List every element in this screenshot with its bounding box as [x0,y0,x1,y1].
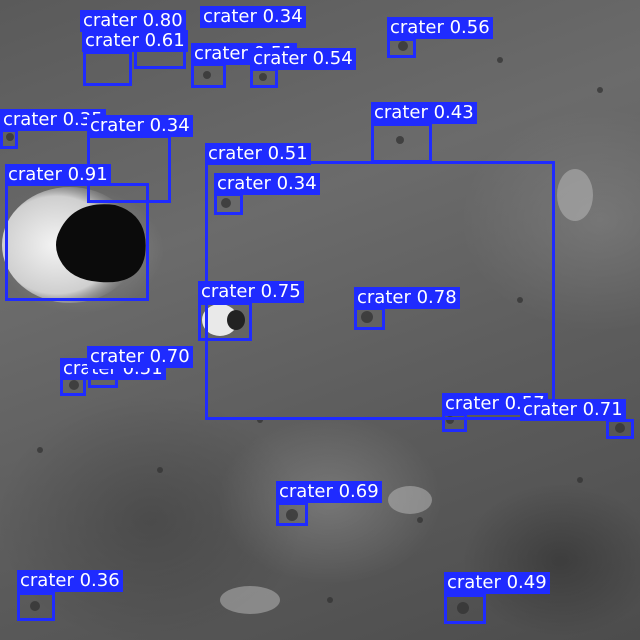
crater-detection-box [250,68,278,88]
crater-detection-box [444,594,486,624]
crater-detection-label: crater 0.34 [214,173,320,195]
crater-detection-label: crater 0.43 [371,102,477,124]
crater-detection-box [354,307,385,330]
crater-detection-label: crater 0.91 [5,164,111,186]
crater-detection-box [17,592,55,621]
crater-detection-label: crater 0.54 [250,48,356,70]
crater-detection-box [198,302,252,341]
crater-detection-label: crater 0.80 [80,10,186,32]
crater-detection-box [191,63,226,88]
crater-detection-label: crater 0.35 [0,109,106,131]
crater-detection-label: crater 0.49 [444,572,550,594]
crater-detection-label: crater 0.78 [354,287,460,309]
crater-detection-label: crater 0.51 [205,143,311,165]
bright-highlands [220,169,593,614]
crater-detection-label: crater 0.34 [200,6,306,28]
large-crater [2,187,146,303]
crater-detection-box [88,366,118,388]
crater-detection-label: crater 0.71 [520,399,626,421]
small-craters [6,41,625,614]
crater-detection-box [371,123,432,163]
crater-detection-label: crater 0.61 [82,30,188,52]
crater-detection-box [0,129,18,149]
crater-detection-box [442,413,467,432]
crater-detection-box [387,38,416,58]
small-bright-crater [202,304,245,336]
crater-detection-label: crater 0.70 [87,346,193,368]
crater-detection-label: crater 0.56 [387,17,493,39]
crater-detection-label: crater 0.34 [87,115,193,137]
crater-detection-box [5,183,149,301]
crater-detection-box [276,502,308,526]
crater-detection-label: crater 0.69 [276,481,382,503]
crater-detection-label: crater 0.36 [17,570,123,592]
crater-detection-box [214,193,243,215]
crater-detection-label: crater 0.75 [198,281,304,303]
crater-detection-box [606,419,634,439]
crater-detection-box [83,51,132,86]
